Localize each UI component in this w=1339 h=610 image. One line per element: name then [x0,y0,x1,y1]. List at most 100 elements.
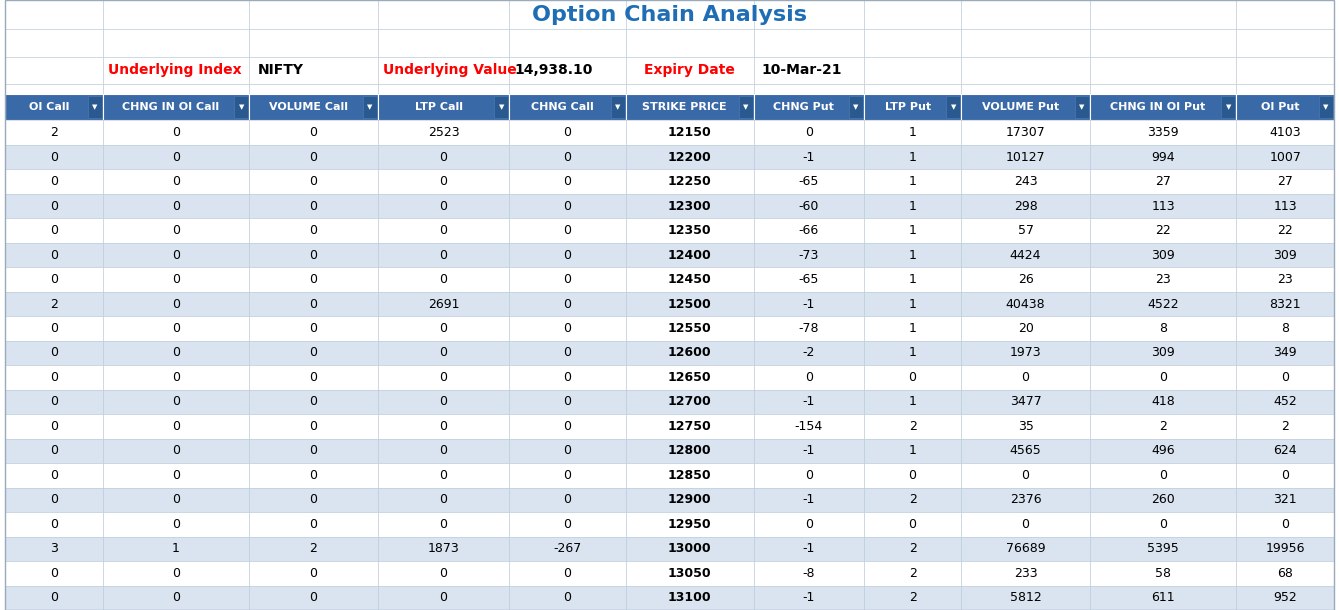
Text: ▼: ▼ [92,104,98,110]
Bar [1090,29,1236,57]
Text: 2523: 2523 [427,126,459,139]
Bar [961,390,1090,414]
Bar [509,414,625,439]
Bar [754,145,864,170]
Bar [864,316,961,341]
Bar [103,57,249,84]
Text: -78: -78 [798,322,819,335]
Bar [1236,0,1334,29]
Text: 0: 0 [439,445,447,458]
Text: 0: 0 [309,518,317,531]
Bar [961,316,1090,341]
Bar [1236,94,1334,120]
Text: 0: 0 [805,371,813,384]
Text: 4103: 4103 [1269,126,1302,139]
Text: 0: 0 [171,199,179,213]
Text: 0: 0 [564,371,572,384]
Bar [1236,145,1334,170]
Bar [754,561,864,586]
Bar [625,341,754,365]
Text: 1973: 1973 [1010,346,1042,359]
Text: 13050: 13050 [668,567,711,580]
Text: 0: 0 [50,371,58,384]
Text: 1: 1 [909,126,916,139]
Text: 309: 309 [1273,248,1297,262]
Bar [5,243,103,267]
Bar [1236,120,1334,145]
Text: 76689: 76689 [1006,542,1046,555]
Bar [249,439,378,463]
Bar [754,365,864,390]
Bar [103,414,249,439]
Bar [754,292,864,316]
Text: 1: 1 [909,298,916,310]
Text: 0: 0 [564,273,572,286]
Bar [625,390,754,414]
Bar [509,341,625,365]
Bar [509,243,625,267]
Text: 1: 1 [909,273,916,286]
Text: 12150: 12150 [668,126,711,139]
Bar [509,120,625,145]
Text: 68: 68 [1277,567,1293,580]
Text: 12700: 12700 [668,395,711,409]
Bar [103,365,249,390]
Bar [961,561,1090,586]
Bar [378,120,509,145]
Bar [249,487,378,512]
Bar [961,512,1090,537]
Bar [1236,57,1334,84]
Text: 0: 0 [50,420,58,433]
Bar [5,84,103,94]
Bar [5,170,103,194]
Text: 3: 3 [50,542,58,555]
Bar [625,267,754,292]
Text: 0: 0 [309,591,317,605]
Text: 0: 0 [564,567,572,580]
Text: Option Chain Analysis: Option Chain Analysis [532,5,807,24]
Text: 0: 0 [909,469,917,482]
Text: 496: 496 [1152,445,1174,458]
Text: 0: 0 [564,298,572,310]
Text: 0: 0 [1160,518,1168,531]
Text: 12400: 12400 [668,248,711,262]
Bar [509,194,625,218]
Text: 12950: 12950 [668,518,711,531]
Text: 0: 0 [171,298,179,310]
Bar [625,94,754,120]
Text: 0: 0 [805,518,813,531]
Text: 0: 0 [564,224,572,237]
Text: Underlying Value: Underlying Value [383,63,517,77]
Bar [378,94,509,120]
Bar [249,243,378,267]
Bar [249,170,378,194]
Bar [5,316,103,341]
Text: 0: 0 [564,199,572,213]
Text: -66: -66 [798,224,819,237]
Bar [1236,170,1334,194]
Bar [5,561,103,586]
Bar [961,94,1090,120]
Bar [234,96,248,118]
Bar [249,537,378,561]
Text: 23: 23 [1277,273,1293,286]
Text: 2: 2 [50,126,58,139]
Bar [1090,586,1236,610]
Bar [864,537,961,561]
Bar [509,365,625,390]
Bar [249,586,378,610]
Text: 0: 0 [309,175,317,188]
Bar [961,463,1090,487]
Bar [961,267,1090,292]
Bar [1236,586,1334,610]
Text: 0: 0 [309,151,317,163]
Bar [5,94,103,120]
Text: 0: 0 [564,395,572,409]
Text: 10127: 10127 [1006,151,1046,163]
Text: CHNG IN OI Call: CHNG IN OI Call [122,102,220,112]
Text: ▼: ▼ [853,104,858,110]
Text: 12250: 12250 [668,175,711,188]
Text: 58: 58 [1156,567,1172,580]
Bar [864,218,961,243]
Bar [5,292,103,316]
